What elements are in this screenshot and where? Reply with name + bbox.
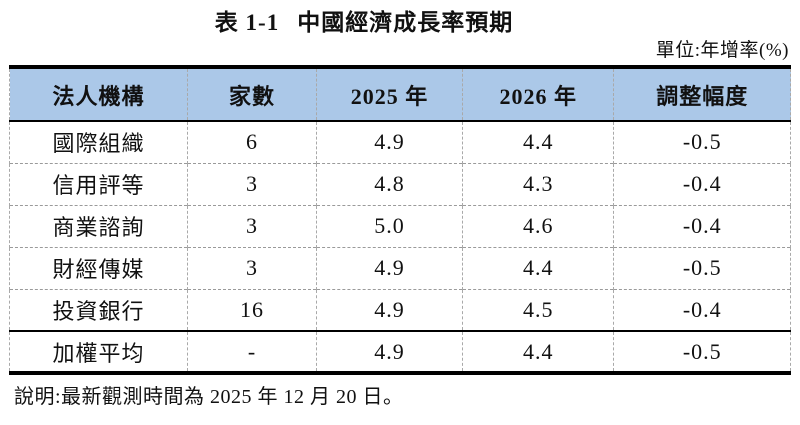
- cell-y2025: 4.9: [315, 246, 463, 289]
- table-number: 表 1-1: [214, 10, 280, 35]
- forecast-table: 法人機構 家數 2025 年 2026 年 調整幅度 國際組織 6 4.9 4.4 -0…: [8, 65, 791, 375]
- cell-y2026: 4.6: [461, 204, 614, 247]
- table-row: 投資銀行 16 4.9 4.5 -0.4: [8, 288, 791, 331]
- cell-institution: 投資銀行: [8, 288, 188, 331]
- unit-label: 單位:年增率(%): [655, 40, 789, 61]
- table-row: 加權平均 -4.9 4.4 -0.5: [8, 330, 791, 373]
- footnote: 說明:最新觀測時間為 2025 年 12 月 20 日。: [14, 386, 404, 408]
- table-row: 財經傳媒 3 4.9 4.4 -0.5: [8, 246, 791, 289]
- cell-adjustment: -0.5: [613, 121, 791, 163]
- cell-adjustment: -0.4: [613, 204, 791, 247]
- column-header-adjustment: 調整幅度: [613, 67, 791, 122]
- cell-y2026: 4.3: [461, 162, 614, 205]
- cell-institution: 國際組織: [8, 121, 188, 163]
- table-row: 商業諮詢 3 5.0 4.6 -0.4: [8, 204, 791, 247]
- cell-count: 16: [187, 288, 317, 331]
- cell-adjustment: -0.4: [613, 162, 791, 205]
- cell-count: 3: [187, 246, 317, 289]
- table-row: 信用評等 3 4.8 4.3 -0.4: [8, 162, 791, 205]
- table-title-text: 中國經濟成長率預期: [297, 10, 514, 35]
- cell-adjustment: -0.4: [613, 288, 791, 331]
- cell-y2025: 4.8: [315, 162, 463, 205]
- cell-y2025: 4.9: [315, 330, 463, 373]
- cell-count: 3: [187, 204, 317, 247]
- cell-y2025: 4.9: [315, 288, 463, 331]
- cell-y2026: 4.4: [461, 330, 614, 373]
- cell-institution: 商業諮詢: [8, 204, 188, 247]
- header-row: 法人機構 家數 2025 年 2026 年 調整幅度: [8, 67, 791, 122]
- cell-y2026: 4.5: [461, 288, 614, 331]
- table-body: 國際組織 6 4.9 4.4 -0.5 信用評等 3 4.8 4.3 -0.4 商業諮詢 3 5.0 4.…: [8, 121, 791, 373]
- cell-adjustment: -0.5: [613, 330, 791, 373]
- table-title: 表 1-1 中國經濟成長率預期: [9, 8, 791, 38]
- cell-y2026: 4.4: [461, 246, 614, 289]
- column-header-2025: 2025 年: [315, 67, 463, 122]
- cell-y2026: 4.4: [461, 121, 614, 163]
- cell-y2025: 4.9: [315, 121, 463, 163]
- cell-institution: 加權平均: [8, 330, 188, 373]
- cell-institution: 財經傳媒: [8, 246, 188, 289]
- column-header-2026: 2026 年: [461, 67, 614, 122]
- cell-y2025: 5.0: [315, 204, 463, 247]
- column-header-count: 家數: [187, 67, 317, 122]
- cell-adjustment: -0.5: [613, 246, 791, 289]
- cell-count: -: [187, 330, 317, 373]
- column-header-institution: 法人機構: [8, 67, 188, 122]
- cell-count: 6: [187, 121, 317, 163]
- cell-institution: 信用評等: [8, 162, 188, 205]
- table-row: 國際組織 6 4.9 4.4 -0.5: [8, 121, 791, 163]
- cell-count: 3: [187, 162, 317, 205]
